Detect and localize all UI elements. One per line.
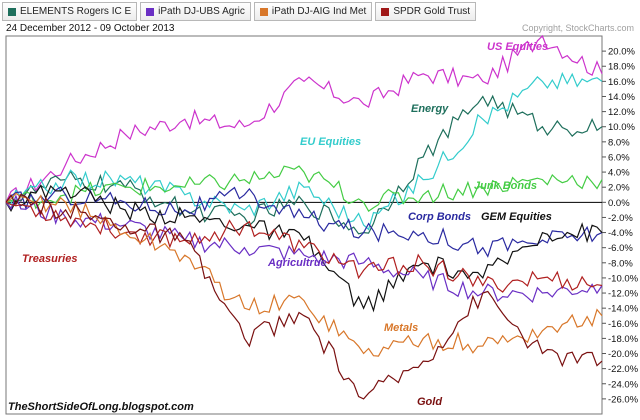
- y-tick-label: -4.0%: [608, 228, 633, 239]
- series-line-junk-bonds: [5, 165, 603, 212]
- series-line-metals: [5, 192, 603, 357]
- y-tick-label: 12.0%: [608, 107, 635, 118]
- y-tick-label: 14.0%: [608, 92, 635, 103]
- legend-swatch: [259, 7, 268, 16]
- series-line-energy: [5, 94, 603, 235]
- y-tick-label: 10.0%: [608, 122, 635, 133]
- legend-label: iPath DJ-AIG Ind Met: [271, 6, 367, 17]
- legend-swatch: [381, 7, 390, 16]
- y-tick-label: -16.0%: [608, 319, 639, 330]
- y-tick-label: 6.0%: [608, 152, 630, 163]
- y-tick-label: -22.0%: [608, 364, 639, 375]
- y-tick-label: -18.0%: [608, 334, 639, 345]
- series-line-gold: [5, 193, 603, 400]
- y-tick-label: -2.0%: [608, 213, 633, 224]
- series-annotation: GEM Equities: [481, 211, 552, 223]
- date-range: 24 December 2012 - 09 October 2013: [6, 23, 175, 34]
- series-annotation: Gold: [417, 396, 442, 408]
- y-tick-label: 8.0%: [608, 137, 630, 148]
- series-line-us-equities: [5, 34, 603, 203]
- legend-label: SPDR Gold Trust: [393, 6, 471, 17]
- y-tick-label: -24.0%: [608, 379, 639, 390]
- y-tick-label: -26.0%: [608, 394, 639, 405]
- legend: ELEMENTS Rogers IC E iPath DJ-UBS Agric …: [2, 2, 477, 21]
- series-line-corp-bonds: [5, 186, 603, 258]
- legend-label: ELEMENTS Rogers IC E: [20, 6, 132, 17]
- watermark-text: TheShortSideOfLong.blogspot.com: [8, 401, 194, 413]
- legend-swatch: [146, 7, 155, 16]
- y-tick-label: -14.0%: [608, 304, 639, 315]
- y-tick-label: -20.0%: [608, 349, 639, 360]
- legend-item-agric[interactable]: iPath DJ-UBS Agric: [140, 2, 251, 21]
- y-tick-label: 18.0%: [608, 62, 635, 73]
- series-annotation: Metals: [384, 322, 418, 334]
- legend-item-gold[interactable]: SPDR Gold Trust: [375, 2, 477, 21]
- series-annotation: US Equities: [487, 41, 548, 53]
- y-tick-label: 0.0%: [608, 198, 630, 209]
- legend-item-rogers[interactable]: ELEMENTS Rogers IC E: [2, 2, 138, 21]
- y-tick-label: -12.0%: [608, 289, 639, 300]
- series-line-eu-equities: [5, 71, 603, 231]
- y-tick-label: 16.0%: [608, 77, 635, 88]
- legend-label: iPath DJ-UBS Agric: [158, 6, 245, 17]
- series-line-gem-equities: [5, 184, 603, 313]
- legend-item-indmet[interactable]: iPath DJ-AIG Ind Met: [253, 2, 373, 21]
- copyright-text: Copyright, StockCharts.com: [521, 23, 634, 33]
- plot-area: [5, 35, 603, 415]
- y-tick-label: -10.0%: [608, 273, 639, 284]
- series-annotation: Corp Bonds: [408, 211, 471, 223]
- y-tick-label: -8.0%: [608, 258, 633, 269]
- series-annotation: Junk Bonds: [474, 180, 537, 192]
- legend-swatch: [8, 7, 16, 16]
- y-tick-label: 4.0%: [608, 168, 630, 179]
- series-annotation: Energy: [411, 103, 449, 115]
- series-annotation: Treasuries: [22, 253, 77, 265]
- y-tick-label: -6.0%: [608, 243, 633, 254]
- series-line-agricultrue: [5, 194, 603, 304]
- series-annotation: Agricultrue: [267, 257, 327, 269]
- y-tick-label: 20.0%: [608, 47, 635, 58]
- series-annotation: EU Equities: [300, 136, 361, 148]
- y-tick-label: 2.0%: [608, 183, 630, 194]
